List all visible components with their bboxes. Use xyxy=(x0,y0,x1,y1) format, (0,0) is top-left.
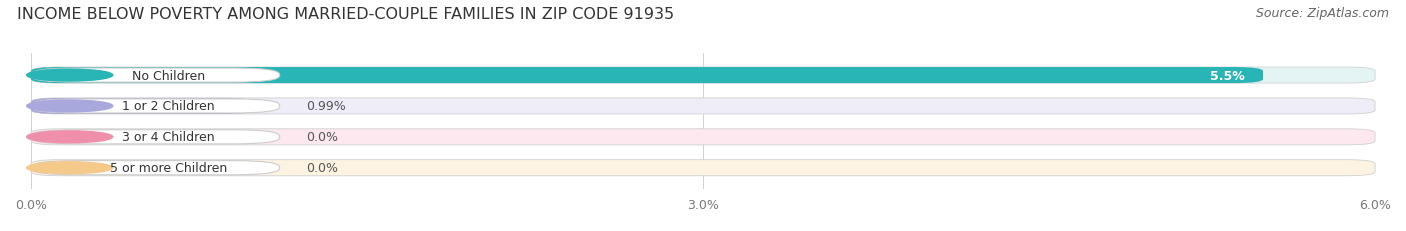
Circle shape xyxy=(27,131,112,143)
FancyBboxPatch shape xyxy=(31,129,1375,145)
FancyBboxPatch shape xyxy=(31,130,280,144)
Text: 5.5%: 5.5% xyxy=(1211,69,1246,82)
FancyBboxPatch shape xyxy=(31,68,1375,84)
FancyBboxPatch shape xyxy=(31,160,1375,176)
Text: INCOME BELOW POVERTY AMONG MARRIED-COUPLE FAMILIES IN ZIP CODE 91935: INCOME BELOW POVERTY AMONG MARRIED-COUPL… xyxy=(17,7,673,22)
Circle shape xyxy=(27,100,112,112)
Text: 0.99%: 0.99% xyxy=(307,100,346,113)
FancyBboxPatch shape xyxy=(31,161,280,175)
FancyBboxPatch shape xyxy=(31,69,280,83)
Circle shape xyxy=(27,70,112,82)
Text: 1 or 2 Children: 1 or 2 Children xyxy=(122,100,215,113)
FancyBboxPatch shape xyxy=(31,68,1263,84)
FancyBboxPatch shape xyxy=(31,100,280,113)
Text: 5 or more Children: 5 or more Children xyxy=(110,161,226,174)
Text: No Children: No Children xyxy=(132,69,205,82)
Circle shape xyxy=(27,162,112,174)
Text: 0.0%: 0.0% xyxy=(307,161,339,174)
Text: 3 or 4 Children: 3 or 4 Children xyxy=(122,131,215,144)
FancyBboxPatch shape xyxy=(31,98,1375,115)
Text: 0.0%: 0.0% xyxy=(307,131,339,144)
Text: Source: ZipAtlas.com: Source: ZipAtlas.com xyxy=(1256,7,1389,20)
FancyBboxPatch shape xyxy=(31,98,253,115)
